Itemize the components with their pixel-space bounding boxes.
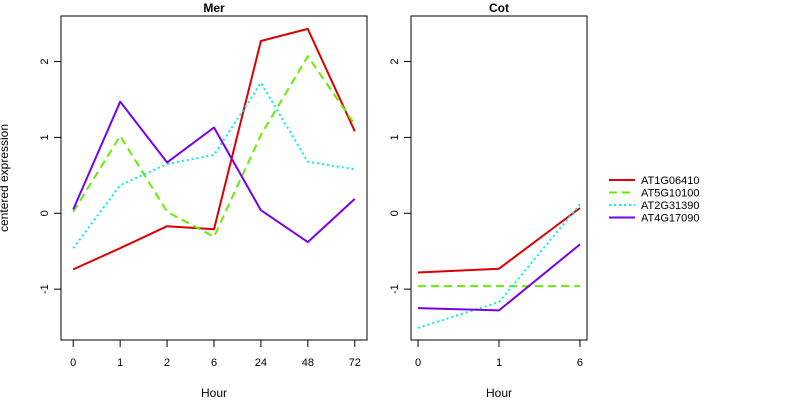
panel-frame-cot	[410, 15, 588, 341]
x-axis-label-mer: Hour	[201, 386, 227, 400]
series-line-mer-at5g10100	[72, 55, 356, 238]
series-line-cot-at4g17090	[417, 243, 581, 312]
legend-label-at5g10100: AT5G10100	[641, 188, 700, 200]
y-tick-label-cot-3: 2	[389, 58, 401, 64]
y-tick-label-mer-3: 2	[39, 58, 51, 64]
y-tick-label-mer-2: 1	[39, 134, 51, 140]
x-tick-label-cot-6: 6	[577, 357, 583, 369]
panel-title-cot: Cot	[489, 1, 509, 15]
x-tick-label-cot-1: 1	[496, 357, 502, 369]
legend-label-at4g17090: AT4G17090	[641, 213, 700, 225]
x-tick-label-mer-24: 24	[255, 357, 267, 369]
series-line-mer-at2g31390	[72, 81, 355, 249]
series-line-cot-at2g31390	[417, 203, 581, 329]
x-tick-label-mer-2: 2	[164, 357, 170, 369]
x-tick-label-mer-1: 1	[117, 357, 123, 369]
series-line-mer-at1g06410	[72, 27, 356, 271]
panel-title-mer: Mer	[203, 1, 225, 15]
y-axis-label: centered expression	[0, 124, 11, 232]
panel-frame-mer	[60, 15, 368, 341]
legend-label-at2g31390: AT2G31390	[641, 200, 700, 212]
y-tick-label-cot-0: -1	[389, 284, 401, 294]
y-tick-label-cot-1: 0	[389, 210, 401, 216]
legend-label-at1g06410: AT1G06410	[641, 175, 700, 187]
y-tick-label-mer-0: -1	[39, 284, 51, 294]
x-tick-label-mer-72: 72	[349, 357, 361, 369]
x-axis-label-cot: Hour	[486, 386, 512, 400]
y-tick-label-cot-2: 1	[389, 134, 401, 140]
y-tick-label-mer-1: 0	[39, 210, 51, 216]
x-tick-label-mer-0: 0	[70, 357, 76, 369]
x-tick-label-mer-6: 6	[211, 357, 217, 369]
series-line-mer-at4g17090	[72, 100, 356, 244]
series-line-cot-at1g06410	[417, 207, 581, 274]
x-tick-label-mer-48: 48	[302, 357, 314, 369]
x-tick-label-cot-0: 0	[415, 357, 421, 369]
